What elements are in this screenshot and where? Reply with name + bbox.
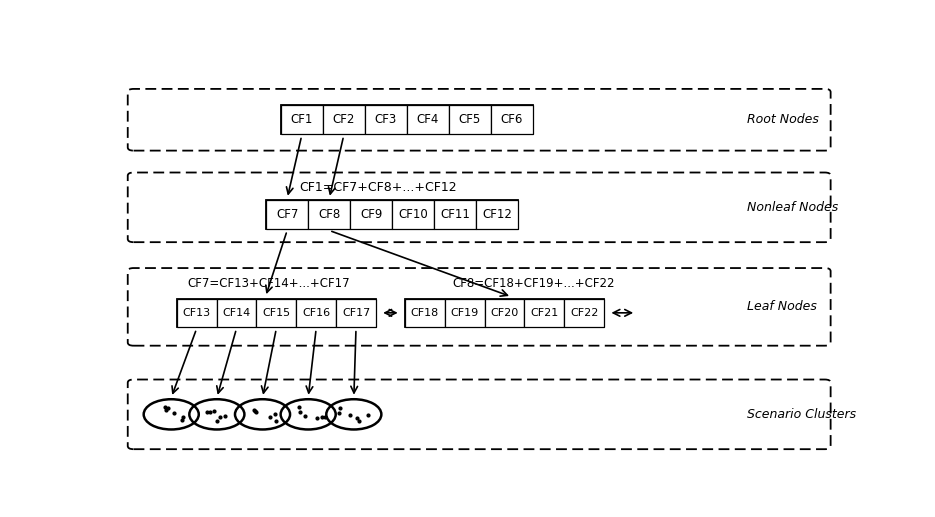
Text: CF4: CF4 xyxy=(417,113,439,126)
Bar xyxy=(256,298,296,327)
Bar xyxy=(491,105,533,134)
Bar xyxy=(525,298,565,327)
Bar xyxy=(405,298,445,327)
Text: CF12: CF12 xyxy=(482,208,512,221)
FancyBboxPatch shape xyxy=(128,268,830,346)
Bar xyxy=(565,298,604,327)
Bar xyxy=(296,298,336,327)
Text: CF22: CF22 xyxy=(570,308,598,318)
Text: CF9: CF9 xyxy=(360,208,382,221)
Bar xyxy=(177,298,376,327)
FancyBboxPatch shape xyxy=(128,173,830,242)
FancyBboxPatch shape xyxy=(128,379,830,449)
Bar xyxy=(405,298,604,327)
Text: CF13: CF13 xyxy=(182,308,210,318)
Text: Leaf Nodes: Leaf Nodes xyxy=(747,300,817,313)
Bar xyxy=(351,200,393,229)
Text: CF2: CF2 xyxy=(333,113,355,126)
Bar xyxy=(217,298,256,327)
Bar xyxy=(445,298,484,327)
Text: CF8: CF8 xyxy=(318,208,340,221)
Bar xyxy=(323,105,365,134)
Bar xyxy=(266,200,518,229)
Text: CF8=CF18+CF19+...+CF22: CF8=CF18+CF19+...+CF22 xyxy=(453,277,615,290)
Bar xyxy=(177,298,217,327)
FancyBboxPatch shape xyxy=(128,89,830,150)
Text: CF7=CF13+CF14+...+CF17: CF7=CF13+CF14+...+CF17 xyxy=(188,277,351,290)
Bar xyxy=(434,200,476,229)
Text: CF16: CF16 xyxy=(302,308,330,318)
Text: CF1=CF7+CF8+...+CF12: CF1=CF7+CF8+...+CF12 xyxy=(299,181,456,194)
Bar xyxy=(484,298,525,327)
Text: CF20: CF20 xyxy=(491,308,519,318)
Text: CF7: CF7 xyxy=(276,208,298,221)
Bar xyxy=(309,200,351,229)
Text: CF18: CF18 xyxy=(410,308,439,318)
Text: CF3: CF3 xyxy=(375,113,396,126)
Bar xyxy=(365,105,407,134)
Text: CF6: CF6 xyxy=(500,113,523,126)
Text: CF14: CF14 xyxy=(223,308,251,318)
Bar xyxy=(476,200,518,229)
Text: CF21: CF21 xyxy=(530,308,558,318)
Bar xyxy=(266,200,309,229)
Text: CF11: CF11 xyxy=(440,208,470,221)
Text: Nonleaf Nodes: Nonleaf Nodes xyxy=(747,201,839,214)
Text: Scenario Clusters: Scenario Clusters xyxy=(747,408,856,421)
Text: CF1: CF1 xyxy=(291,113,313,126)
Bar xyxy=(280,105,533,134)
Bar xyxy=(336,298,376,327)
Text: CF17: CF17 xyxy=(342,308,370,318)
Bar xyxy=(280,105,323,134)
Bar xyxy=(407,105,449,134)
Text: CF19: CF19 xyxy=(451,308,479,318)
Text: CF10: CF10 xyxy=(398,208,428,221)
Text: CF15: CF15 xyxy=(262,308,291,318)
Bar xyxy=(449,105,491,134)
Text: CF5: CF5 xyxy=(459,113,481,126)
Text: Root Nodes: Root Nodes xyxy=(747,113,819,126)
Bar xyxy=(393,200,434,229)
